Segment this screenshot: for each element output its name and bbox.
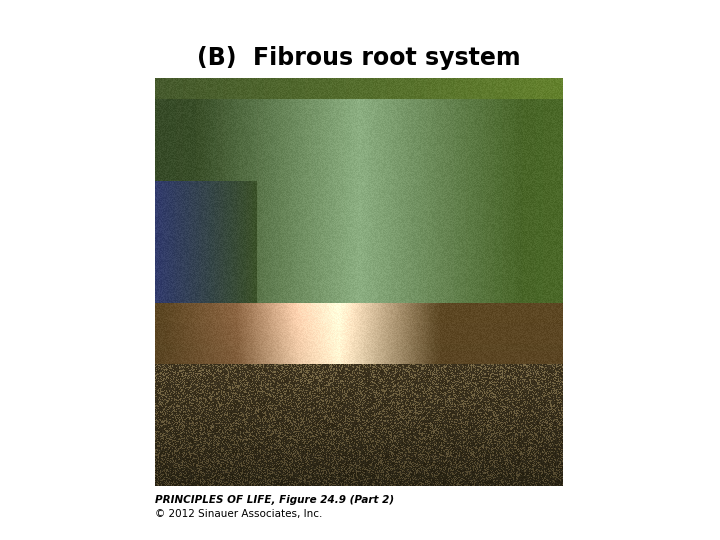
Text: © 2012 Sinauer Associates, Inc.: © 2012 Sinauer Associates, Inc.	[155, 509, 323, 519]
Text: Figure 24.9  Root Systems of Eudicots and Monocots (Part 2): Figure 24.9 Root Systems of Eudicots and…	[7, 5, 450, 21]
Text: PRINCIPLES OF LIFE, Figure 24.9 (Part 2): PRINCIPLES OF LIFE, Figure 24.9 (Part 2)	[155, 495, 394, 505]
Text: (B)  Fibrous root system: (B) Fibrous root system	[197, 46, 521, 70]
